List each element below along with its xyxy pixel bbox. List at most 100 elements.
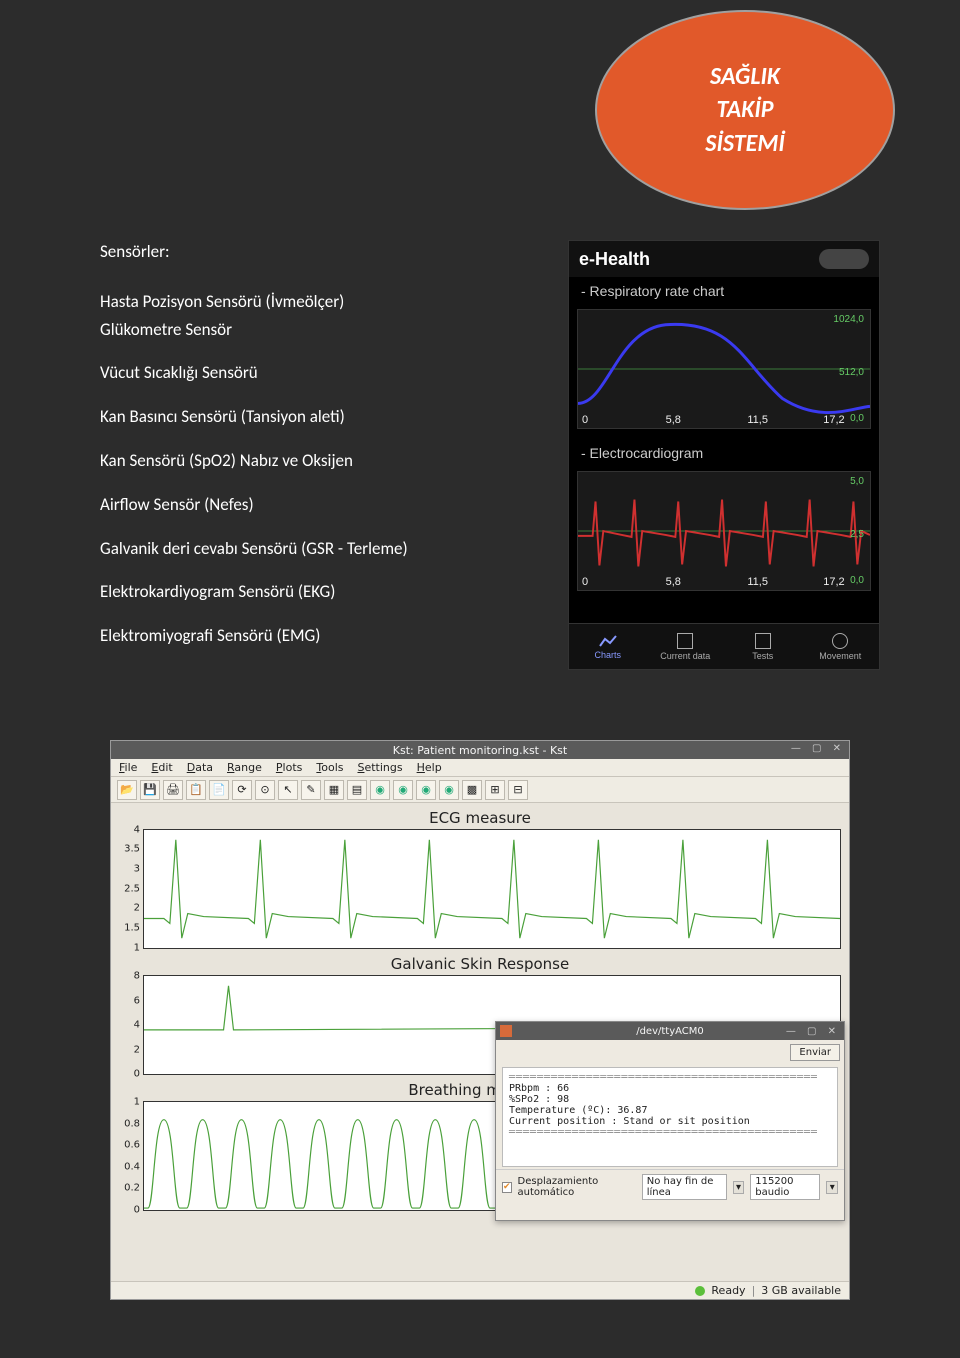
window-title: Kst: Patient monitoring.kst - Kst [393, 744, 567, 757]
term-line: %SPo2 : 98 [509, 1094, 569, 1105]
y-tick: 0.4 [122, 1161, 140, 1172]
sensor-item: Hasta Pozisyon Sensörü (İvmeölçer) [100, 290, 408, 314]
y-tick: 0.2 [122, 1183, 140, 1194]
toolbar-button[interactable]: 📋 [186, 780, 206, 800]
menu-settings[interactable]: Settings [357, 761, 402, 774]
tab-tests[interactable]: Tests [724, 624, 802, 669]
y-tick: 8 [122, 971, 140, 982]
toolbar-button[interactable]: 📄 [209, 780, 229, 800]
x-label: 5,8 [666, 414, 681, 426]
disk-status: 3 GB available [761, 1284, 841, 1297]
terminal-footer: ✔ Desplazamiento automático No hay fin d… [496, 1169, 844, 1204]
toolbar-button[interactable]: ✎ [301, 780, 321, 800]
y-label: 5,0 [850, 476, 864, 487]
toolbar-button[interactable]: 🖨 [163, 780, 183, 800]
terminal-titlebar: /dev/ttyACM0 — ▢ ✕ [496, 1022, 844, 1040]
y-tick: 3.5 [122, 843, 140, 854]
status-bar: Ready | 3 GB available [111, 1281, 849, 1299]
movement-icon [832, 633, 848, 649]
toolbar-button[interactable]: ◉ [370, 780, 390, 800]
toolbar-button[interactable]: 📂 [117, 780, 137, 800]
x-label: 0 [582, 576, 588, 588]
menu-plots[interactable]: Plots [276, 761, 302, 774]
phone-tabbar: Charts Current data Tests Movement [569, 623, 879, 669]
tab-label: Current data [660, 651, 710, 661]
y-tick: 0 [122, 1205, 140, 1216]
toolbar: 📂 💾 🖨 📋 📄 ⟳ ⊙ ↖ ✎ ▦ ▤ ◉ ◉ ◉ ◉ ▩ ⊞ ⊟ [111, 777, 849, 803]
menu-edit[interactable]: Edit [151, 761, 172, 774]
toolbar-button[interactable]: ⊞ [485, 780, 505, 800]
x-label: 5,8 [666, 576, 681, 588]
phone-header: e-Health [569, 241, 879, 277]
dropdown-icon[interactable]: ▾ [733, 1181, 745, 1194]
status-indicator-icon [695, 1286, 705, 1296]
tab-label: Movement [819, 651, 861, 661]
serial-terminal: /dev/ttyACM0 — ▢ ✕ Enviar ══════════════… [495, 1021, 845, 1221]
tab-current-data[interactable]: Current data [647, 624, 725, 669]
y-tick: 2 [122, 1044, 140, 1055]
term-line: Current position : Stand or sit position [509, 1116, 750, 1127]
menu-data[interactable]: Data [187, 761, 213, 774]
x-label: 11,5 [747, 576, 768, 588]
autoscroll-checkbox[interactable]: ✔ [502, 1182, 512, 1193]
menu-file[interactable]: File [119, 761, 137, 774]
title-badge: SAĞLIK TAKİP SİSTEMİ [595, 10, 895, 210]
toolbar-button[interactable]: ◉ [416, 780, 436, 800]
terminal-output: ════════════════════════════════════════… [502, 1067, 838, 1167]
y-label: 0,0 [850, 575, 864, 586]
desktop-screenshot: Kst: Patient monitoring.kst - Kst — ▢ ✕ … [110, 740, 850, 1300]
eol-select[interactable]: No hay fin de línea [642, 1174, 727, 1200]
tab-charts[interactable]: Charts [569, 624, 647, 669]
sensor-item: Elektrokardiyogram Sensörü (EKG) [100, 580, 408, 604]
baud-select[interactable]: 115200 baudio [750, 1174, 820, 1200]
y-label: 1024,0 [833, 314, 864, 325]
badge-line: SAĞLIK [710, 60, 780, 94]
toolbar-button[interactable]: ⊟ [508, 780, 528, 800]
toolbar-button[interactable]: ⟳ [232, 780, 252, 800]
x-label: 11,5 [747, 414, 768, 426]
y-tick: 1 [122, 943, 140, 954]
ecg-plot: 4 3.5 3 2.5 2 1.5 1 [143, 829, 841, 949]
toolbar-button[interactable]: ↖ [278, 780, 298, 800]
dropdown-icon[interactable]: ▾ [826, 1181, 838, 1194]
sensor-item: Elektromiyografi Sensörü (EMG) [100, 624, 408, 648]
menu-range[interactable]: Range [227, 761, 262, 774]
term-line: PRbpm : 66 [509, 1083, 569, 1094]
y-tick: 0.8 [122, 1118, 140, 1129]
sensor-item: Airflow Sensör (Nefes) [100, 493, 408, 517]
tab-label: Charts [594, 650, 621, 660]
x-label: 0 [582, 414, 588, 426]
y-tick: 1.5 [122, 922, 140, 933]
tab-movement[interactable]: Movement [802, 624, 880, 669]
menu-help[interactable]: Help [417, 761, 442, 774]
chart-label: - Electrocardiogram [569, 439, 879, 467]
sensor-item: Kan Sensörü (SpO2) Nabız ve Oksijen [100, 449, 408, 473]
sensor-item: Glükometre Sensör [100, 318, 408, 342]
data-icon [677, 633, 693, 649]
badge-line: TAKİP [716, 93, 773, 127]
y-tick: 0.6 [122, 1140, 140, 1151]
window-buttons[interactable]: — ▢ ✕ [786, 1026, 840, 1037]
toolbar-button[interactable]: ▤ [347, 780, 367, 800]
toolbar-button[interactable]: ▩ [462, 780, 482, 800]
y-tick: 4 [122, 1020, 140, 1031]
toolbar-button[interactable]: ▦ [324, 780, 344, 800]
ecg-mini-chart: 5,0 2,5 0,0 0 5,8 11,5 17,2 [577, 471, 871, 591]
respiratory-chart: 1024,0 512,0 0,0 0 5,8 11,5 17,2 [577, 309, 871, 429]
toolbar-button[interactable]: 💾 [140, 780, 160, 800]
toolbar-button[interactable]: ◉ [439, 780, 459, 800]
status-text: Ready [711, 1284, 745, 1297]
toolbar-button[interactable]: ◉ [393, 780, 413, 800]
y-tick: 1 [122, 1097, 140, 1108]
y-tick: 2 [122, 902, 140, 913]
chart-label: - Respiratory rate chart [569, 277, 879, 305]
send-button[interactable]: Enviar [790, 1044, 840, 1061]
plot-title: ECG measure [119, 809, 841, 827]
toggle-switch[interactable] [819, 249, 869, 269]
y-label: 0,0 [850, 413, 864, 424]
menu-tools[interactable]: Tools [316, 761, 343, 774]
window-buttons[interactable]: — ▢ ✕ [791, 743, 845, 754]
toolbar-button[interactable]: ⊙ [255, 780, 275, 800]
plot-title: Galvanic Skin Response [119, 955, 841, 973]
y-tick: 0 [122, 1069, 140, 1080]
